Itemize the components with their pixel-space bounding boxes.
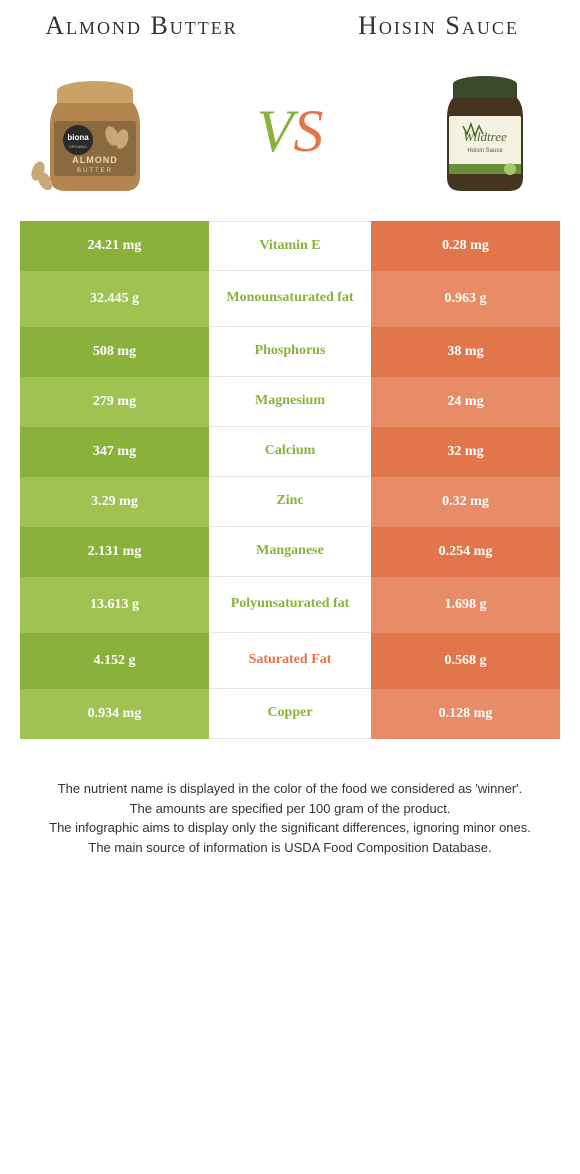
nutrient-label: Zinc — [209, 477, 371, 527]
nutrient-table: 24.21 mgVitamin E0.28 mg32.445 gMonounsa… — [20, 221, 560, 739]
svg-text:biona: biona — [67, 133, 89, 142]
svg-text:Wildtree: Wildtree — [463, 129, 507, 144]
table-row: 13.613 gPolyunsaturated fat1.698 g — [20, 577, 560, 633]
svg-text:BUTTER: BUTTER — [77, 168, 113, 174]
product-row: biona ORGANIC ALMOND BUTTER VS Wildtree — [20, 61, 560, 221]
left-value: 13.613 g — [20, 577, 209, 633]
vs-v: V — [257, 98, 294, 164]
right-value: 0.568 g — [371, 633, 560, 689]
svg-text:ALMOND: ALMOND — [72, 155, 118, 165]
headers: Almond Butter Hoisin Sauce — [20, 0, 560, 61]
left-value: 24.21 mg — [20, 221, 209, 271]
left-value: 2.131 mg — [20, 527, 209, 577]
nutrient-label: Magnesium — [209, 377, 371, 427]
nutrient-label: Manganese — [209, 527, 371, 577]
table-row: 3.29 mgZinc0.32 mg — [20, 477, 560, 527]
footnote-line: The amounts are specified per 100 gram o… — [30, 799, 550, 819]
left-value: 347 mg — [20, 427, 209, 477]
table-row: 24.21 mgVitamin E0.28 mg — [20, 221, 560, 271]
svg-text:Hoisin Sauce: Hoisin Sauce — [467, 148, 503, 154]
svg-text:ORGANIC: ORGANIC — [69, 144, 88, 149]
footnote-line: The infographic aims to display only the… — [30, 818, 550, 838]
left-value: 3.29 mg — [20, 477, 209, 527]
nutrient-label: Vitamin E — [209, 221, 371, 271]
nutrient-label: Phosphorus — [209, 327, 371, 377]
left-value: 32.445 g — [20, 271, 209, 327]
table-row: 2.131 mgManganese0.254 mg — [20, 527, 560, 577]
nutrient-label: Polyunsaturated fat — [209, 577, 371, 633]
left-value: 508 mg — [20, 327, 209, 377]
right-value: 0.32 mg — [371, 477, 560, 527]
left-value: 4.152 g — [20, 633, 209, 689]
nutrient-label: Saturated Fat — [209, 633, 371, 689]
right-value: 38 mg — [371, 327, 560, 377]
table-row: 0.934 mgCopper0.128 mg — [20, 689, 560, 739]
footnote-line: The main source of information is USDA F… — [30, 838, 550, 858]
right-value: 1.698 g — [371, 577, 560, 633]
right-title: Hoisin Sauce — [317, 10, 560, 41]
table-row: 508 mgPhosphorus38 mg — [20, 327, 560, 377]
right-value: 32 mg — [371, 427, 560, 477]
table-row: 4.152 gSaturated Fat0.568 g — [20, 633, 560, 689]
right-value: 0.28 mg — [371, 221, 560, 271]
right-value: 0.254 mg — [371, 527, 560, 577]
footnote-line: The nutrient name is displayed in the co… — [30, 779, 550, 799]
footnotes: The nutrient name is displayed in the co… — [20, 739, 560, 877]
nutrient-label: Calcium — [209, 427, 371, 477]
vs-s: S — [293, 98, 323, 164]
table-row: 32.445 gMonounsaturated fat0.963 g — [20, 271, 560, 327]
left-product-image: biona ORGANIC ALMOND BUTTER — [20, 61, 170, 201]
left-value: 0.934 mg — [20, 689, 209, 739]
right-product-image: Wildtree Hoisin Sauce — [410, 61, 560, 201]
nutrient-label: Copper — [209, 689, 371, 739]
nutrient-label: Monounsaturated fat — [209, 271, 371, 327]
left-value: 279 mg — [20, 377, 209, 427]
right-value: 0.963 g — [371, 271, 560, 327]
vs-label: VS — [257, 101, 324, 161]
left-title: Almond Butter — [20, 10, 263, 41]
right-value: 0.128 mg — [371, 689, 560, 739]
table-row: 279 mgMagnesium24 mg — [20, 377, 560, 427]
right-value: 24 mg — [371, 377, 560, 427]
table-row: 347 mgCalcium32 mg — [20, 427, 560, 477]
